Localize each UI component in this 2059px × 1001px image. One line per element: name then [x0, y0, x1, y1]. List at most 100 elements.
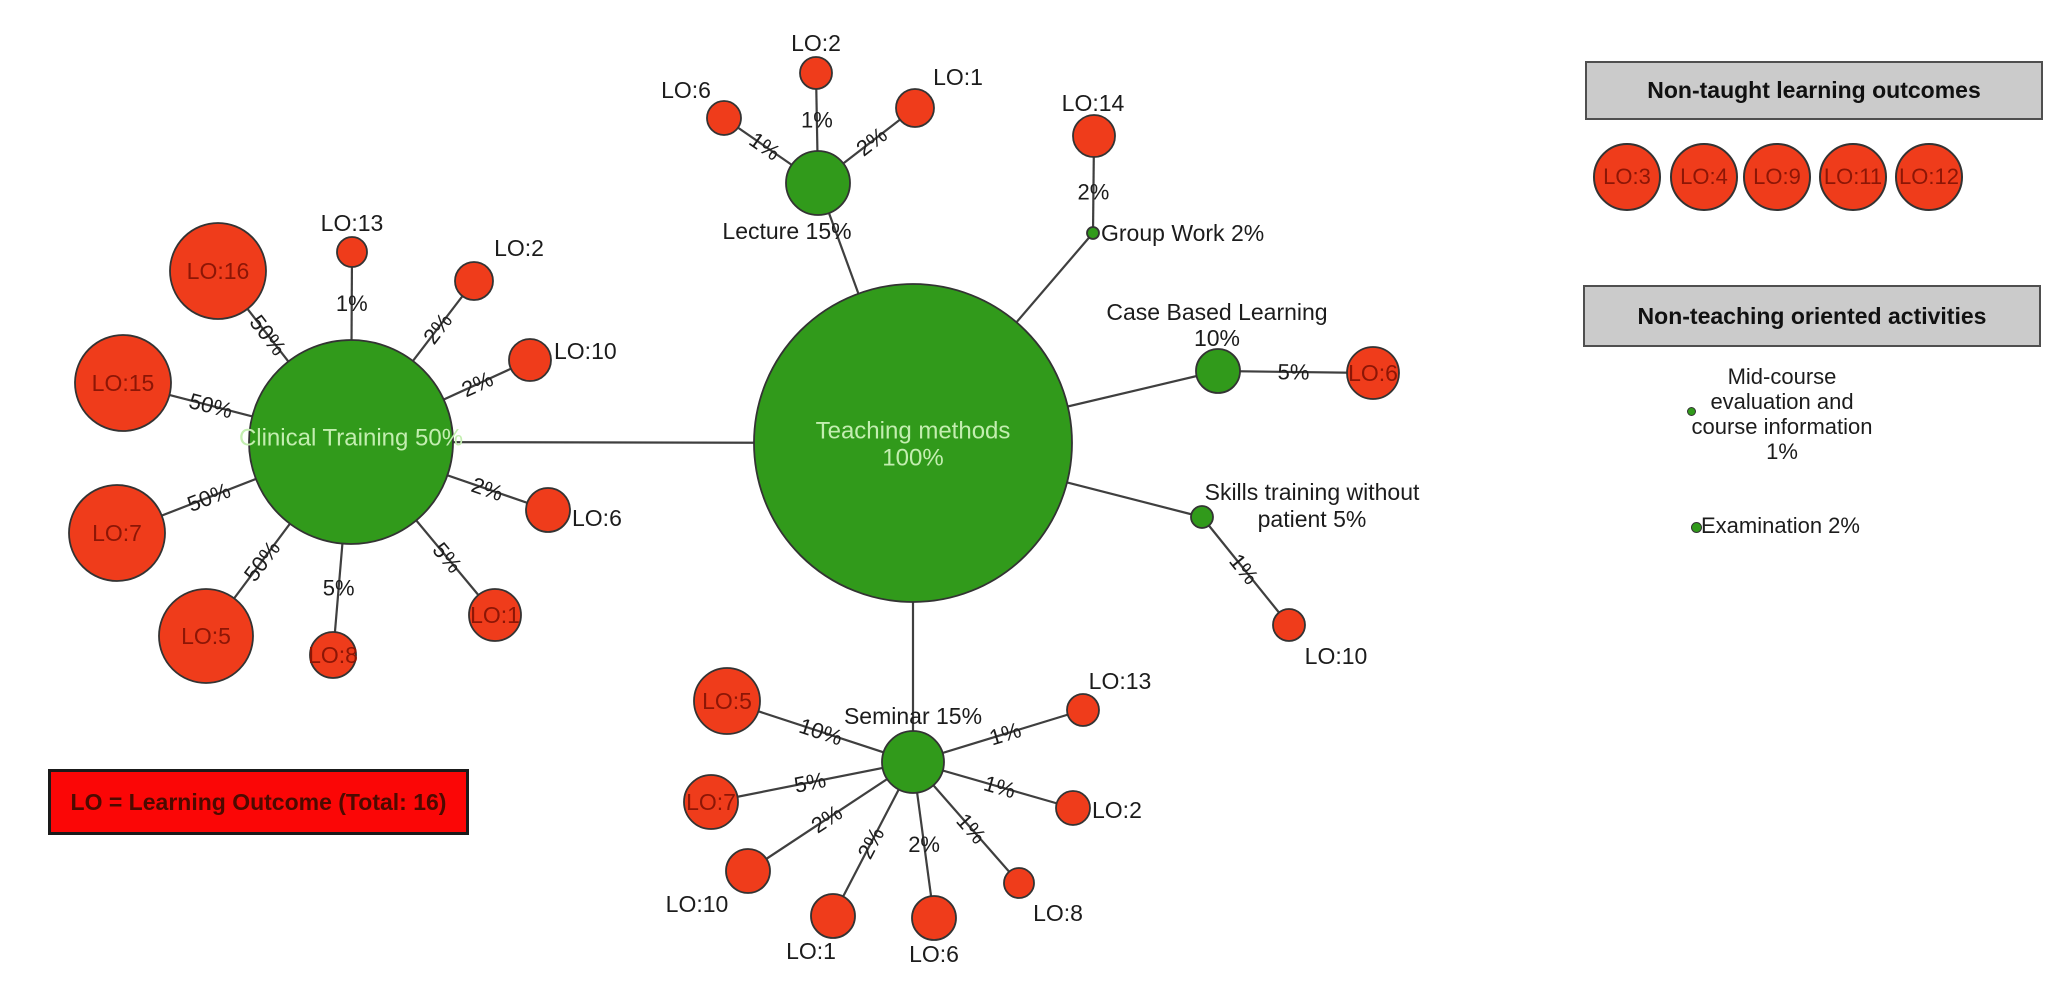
node-label-cl_lo2: LO:2 [494, 235, 544, 261]
node-cl_lo7 [68, 484, 166, 582]
legend-outcome-label: LO:4 [1680, 164, 1728, 189]
non-taught-outcomes-title: Non-taught learning outcomes [1647, 77, 1981, 103]
node-cbl [1195, 348, 1241, 394]
lo-footnote-box: LO = Learning Outcome (Total: 16) [48, 769, 469, 835]
node-lo14 [1072, 114, 1116, 158]
node-label-sem_lo10: LO:10 [666, 891, 729, 917]
edge-seminar-sem_lo10 [747, 761, 914, 872]
edge-percent-seminar-sem_lo6: 2% [908, 832, 940, 857]
node-label-cl_lo8: LO:8 [308, 642, 358, 668]
node-label-sem_lo13: LO:13 [1089, 668, 1152, 694]
node-seminar [881, 730, 945, 794]
edge-percent-clinical-cl_lo13: 1% [336, 291, 368, 316]
legend-outcome-circle: LO:12 [1895, 143, 1963, 211]
edge-percent-lecture-lec_lo1: 2% [851, 122, 891, 161]
node-cl_lo15 [74, 334, 172, 432]
node-cbl_lo6 [1346, 346, 1400, 400]
legend-outcome-circle: LO:4 [1670, 143, 1738, 211]
examination-dot-icon [1691, 522, 1702, 533]
legend-outcome-label: LO:12 [1899, 164, 1959, 189]
edge-percent-clinical-cl_lo15: 50% [186, 388, 235, 423]
edge-percent-clinical-cl_lo6: 2% [468, 472, 506, 506]
node-label-sem_lo5: LO:5 [702, 688, 752, 714]
node-cl_lo10 [508, 338, 552, 382]
node-sk_lo10 [1272, 608, 1306, 642]
node-label-teaching: Teaching methods 100% [816, 418, 1011, 472]
node-lecture [785, 150, 851, 216]
node-label-clinical: Clinical Training 50% [239, 425, 463, 452]
node-label-cl_lo10: LO:10 [554, 338, 617, 364]
edge-percent-clinical-cl_lo7: 50% [184, 478, 234, 517]
node-sem_lo6 [911, 895, 957, 941]
node-lec_lo6 [706, 100, 742, 136]
edge-percent-seminar-sem_lo1: 2% [852, 823, 889, 863]
node-label-sem_lo8: LO:8 [1033, 900, 1083, 926]
edge-percent-clinical-cl_lo10: 2% [458, 366, 497, 402]
edge-percent-cbl-cbl_lo6: 5% [1277, 359, 1309, 384]
node-teaching [753, 283, 1073, 603]
node-label-lec_lo1: LO:1 [933, 64, 983, 90]
edge-percent-seminar-sem_lo5: 10% [796, 713, 846, 751]
edge-percent-clinical-cl_lo16: 50% [245, 310, 292, 360]
node-cl_lo6 [525, 487, 571, 533]
node-label-sem_lo7: LO:7 [686, 789, 736, 815]
node-label-cl_lo15: LO:15 [92, 370, 155, 396]
edge-seminar-sem_lo7 [710, 760, 914, 804]
node-label-sem_lo6: LO:6 [909, 941, 959, 967]
edge-percent-seminar-sem_lo10: 2% [807, 800, 847, 838]
legend-outcome-circle: LO:9 [1743, 143, 1811, 211]
node-sem_lo10 [725, 848, 771, 894]
legend-outcome-label: LO:9 [1753, 164, 1801, 189]
node-label-lo14: LO:14 [1062, 90, 1125, 116]
node-label-lec_lo6: LO:6 [661, 77, 711, 103]
node-skills [1190, 505, 1214, 529]
node-sem_lo2 [1055, 790, 1091, 826]
node-sem_lo13 [1066, 693, 1100, 727]
node-cl_lo1 [468, 588, 522, 642]
lo-footnote-text: LO = Learning Outcome (Total: 16) [70, 788, 447, 815]
node-cl_lo16 [169, 222, 267, 320]
node-cl_lo13 [336, 236, 368, 268]
node-label-cl_lo7: LO:7 [92, 520, 142, 546]
edge-percent-clinical-cl_lo8: 5% [323, 575, 355, 600]
non-teaching-activities-header: Non-teaching oriented activities [1583, 285, 2041, 347]
node-sem_lo5 [693, 667, 761, 735]
node-cl_lo2 [454, 261, 494, 301]
node-label-cl_lo13: LO:13 [321, 210, 384, 236]
edge-percent-seminar-sem_lo2: 1% [981, 771, 1018, 804]
node-label-cl_lo1: LO:1 [470, 602, 520, 628]
legend-outcome-label: LO:11 [1823, 164, 1883, 189]
node-label-sem_lo1: LO:1 [786, 938, 836, 964]
node-cl_lo5 [158, 588, 254, 684]
node-label-cbl: Case Based Learning 10% [1106, 299, 1327, 351]
node-sem_lo8 [1003, 867, 1035, 899]
legend-outcome-circle: LO:11 [1819, 143, 1887, 211]
node-label-sk_lo10: LO:10 [1305, 643, 1368, 669]
node-label-lecture: Lecture 15% [722, 218, 851, 244]
node-sem_lo1 [810, 893, 856, 939]
node-label-gw: Group Work 2% [1101, 220, 1264, 246]
node-sem_lo7 [683, 774, 739, 830]
node-lec_lo1 [895, 88, 935, 128]
node-label-lec_lo2: LO:2 [791, 30, 841, 56]
edge-percent-clinical-cl_lo2: 2% [418, 308, 457, 348]
node-cl_lo8 [309, 631, 357, 679]
edge-percent-clinical-cl_lo5: 50% [239, 536, 285, 586]
edge-percent-seminar-sem_lo7: 5% [792, 767, 828, 798]
edge-percent-gw-lo14: 2% [1078, 179, 1110, 204]
node-label-skills: Skills training without patient 5% [1205, 479, 1420, 532]
edge-percent-lecture-lec_lo2: 1% [801, 108, 833, 133]
legend-outcome-circle: LO:3 [1593, 143, 1661, 211]
edge-percent-seminar-sem_lo8: 1% [951, 808, 991, 848]
non-teaching-activities-title: Non-teaching oriented activities [1637, 302, 1987, 329]
mid-course-dot-icon [1687, 407, 1696, 416]
mid-course-label: Mid-course evaluation and course informa… [1691, 364, 1873, 464]
legend-outcome-label: LO:3 [1603, 164, 1651, 189]
node-gw [1086, 226, 1100, 240]
edge-percent-skills-sk_lo10: 1% [1224, 549, 1263, 589]
node-label-cbl_lo6: LO:6 [1348, 360, 1398, 386]
edge-skills-sk_lo10 [1201, 516, 1290, 626]
node-label-cl_lo16: LO:16 [187, 258, 250, 284]
